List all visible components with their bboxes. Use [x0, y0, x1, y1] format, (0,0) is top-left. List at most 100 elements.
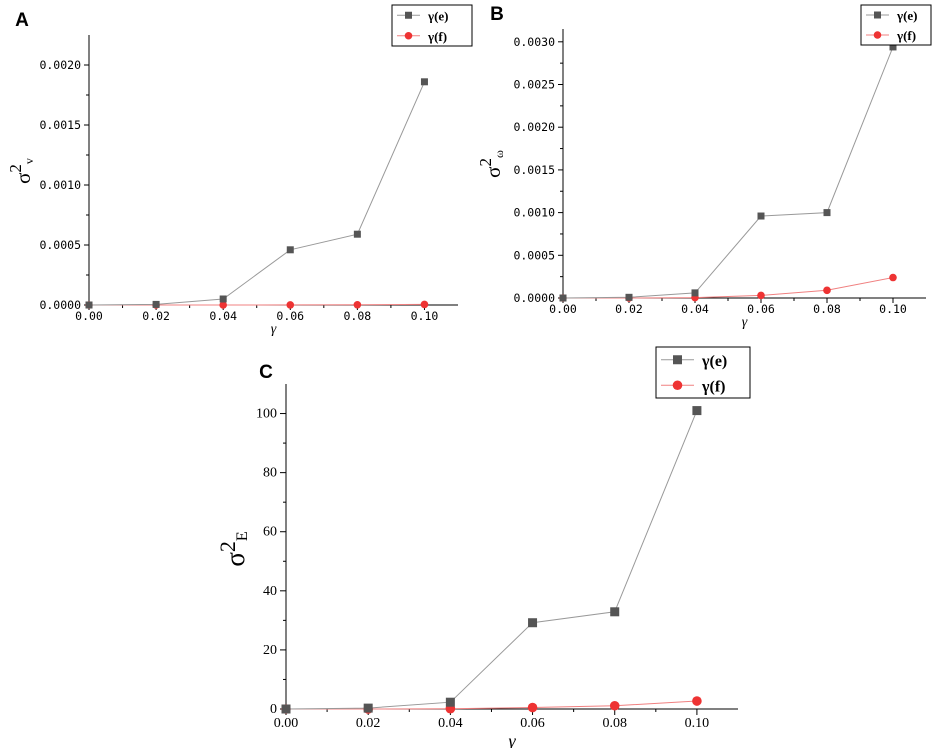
x-tick-label: 0.00: [75, 309, 103, 323]
data-point-e: [420, 78, 428, 86]
y-tick-label: 80: [263, 466, 277, 481]
data-point-e: [286, 246, 294, 254]
y-tick-label: 0.0030: [513, 35, 555, 49]
data-point-f: [219, 301, 227, 309]
y-tick-label: 60: [263, 525, 277, 540]
legend-label-f: γ(f): [427, 29, 447, 44]
y-axis-title-subscript: E: [234, 531, 251, 541]
legend: γ(e) γ(f): [655, 346, 751, 399]
y-axis-title: σ2v: [6, 158, 36, 184]
legend-label-e: γ(e): [427, 8, 449, 23]
legend-marker-f: [672, 380, 683, 391]
data-point-f: [889, 273, 897, 282]
y-tick-label: 100: [256, 407, 277, 422]
y-axis-title-sigma: σ: [220, 552, 250, 567]
legend-marker-e: [874, 11, 881, 19]
y-tick-label: 40: [263, 584, 277, 599]
x-tick-label: 0.04: [438, 716, 463, 731]
x-tick-label: 0.08: [344, 309, 372, 323]
x-tick-label: 0.00: [274, 716, 299, 731]
data-point-e: [625, 293, 633, 301]
x-axis-title: γ: [508, 731, 516, 748]
data-point-e: [823, 209, 831, 217]
y-axis-title-superscript: 2: [215, 541, 240, 552]
y-tick-label: 0.0015: [39, 118, 81, 132]
data-point-e: [757, 212, 765, 220]
data-point-e: [528, 618, 538, 628]
legend: γ(e) γ(f): [860, 4, 932, 46]
y-tick-label: 0: [270, 702, 277, 717]
x-tick-label: 0.02: [142, 309, 170, 323]
x-axis-title: γ: [271, 322, 277, 337]
x-tick-label: 0.02: [356, 716, 381, 731]
y-tick-label: 0.0005: [39, 238, 81, 252]
data-point-f: [823, 286, 831, 295]
data-point-e: [353, 230, 361, 238]
y-tick-label: 0.0000: [513, 291, 555, 305]
y-axis-title: σ2E: [215, 531, 251, 566]
y-tick-label: 0.0005: [513, 248, 555, 262]
x-axis-title: γ: [742, 315, 748, 330]
y-axis-title-superscript: 2: [6, 164, 25, 173]
panel-label: C: [259, 362, 273, 383]
y-axis-title-sigma: σ: [11, 173, 35, 184]
x-tick-label: 0.10: [685, 716, 710, 731]
y-tick-label: 0.0000: [39, 298, 81, 312]
panel-label: A: [15, 10, 29, 31]
data-point-f: [692, 696, 702, 706]
x-tick-label: 0.10: [879, 302, 907, 316]
x-tick-label: 0.04: [209, 309, 237, 323]
legend-label-f: γ(f): [896, 28, 916, 43]
data-point-e: [85, 301, 93, 309]
data-point-e: [363, 703, 373, 713]
data-point-e: [152, 300, 160, 308]
data-point-e: [692, 406, 702, 416]
data-point-f: [527, 702, 538, 713]
legend-label-e: γ(e): [896, 8, 918, 23]
y-axis-title-sigma: σ: [481, 167, 505, 178]
series-line-e: [562, 46, 894, 299]
x-tick-label: 0.04: [681, 302, 709, 316]
y-tick-label: 20: [263, 643, 277, 658]
data-point-e: [445, 697, 455, 707]
x-tick-label: 0.06: [276, 309, 304, 323]
y-tick-label: 0.0010: [39, 178, 81, 192]
panel-c-chart: C 0.00 0.02 0.04 0.06 0.08 0.10 0 20 40 60 80 100 γ σ2…: [215, 346, 751, 748]
series-line-f: [563, 277, 894, 299]
data-point-f: [353, 300, 362, 309]
data-point-e: [889, 43, 897, 51]
x-tick-label: 0.06: [747, 302, 775, 316]
x-tick-label: 0.02: [615, 302, 643, 316]
y-axis-title-subscript: ω: [492, 150, 506, 158]
data-point-e: [691, 289, 699, 297]
legend-label-f: γ(f): [701, 378, 725, 395]
data-point-e: [610, 607, 620, 617]
legend-label-e: γ(e): [701, 353, 727, 370]
x-tick-label: 0.10: [411, 309, 439, 323]
data-point-f: [286, 301, 295, 309]
legend-marker-e: [673, 355, 682, 365]
series-line-e: [285, 410, 698, 710]
y-tick-label: 0.0015: [513, 163, 555, 177]
x-tick-label: 0.08: [602, 716, 627, 731]
panel-a-chart: A 0.00 0.02 0.04 0.06 0.08 0.10 0.0000 0.0005 0.0…: [6, 4, 473, 337]
y-tick-label: 0.0010: [513, 206, 555, 220]
data-point-f: [420, 300, 429, 309]
legend-box: [860, 4, 932, 46]
panel-b-chart: B 0.00 0.02 0.04 0.06 0.08 0.10 0.0000 0.0005 0.0…: [476, 4, 932, 330]
y-axis-title: σ2ω: [476, 150, 506, 178]
legend-marker-f: [404, 31, 413, 40]
data-point-e: [219, 295, 227, 303]
y-tick-label: 0.0020: [39, 58, 81, 72]
y-axis-title-subscript: v: [22, 158, 36, 164]
data-point-f: [757, 291, 765, 300]
x-tick-label: 0.06: [520, 716, 545, 731]
data-point-e: [559, 294, 567, 302]
series-line-e: [88, 81, 425, 306]
data-point-e: [281, 704, 291, 714]
data-point-f: [609, 700, 620, 711]
y-tick-label: 0.0020: [513, 120, 555, 134]
x-tick-label: 0.00: [549, 302, 577, 316]
legend-box: [655, 346, 751, 399]
